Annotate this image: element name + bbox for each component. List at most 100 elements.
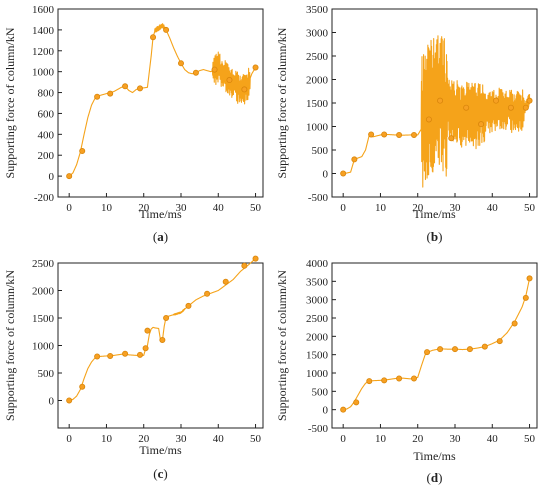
x-tick-label: 50 [524, 433, 536, 445]
y-tick-label: 1500 [306, 98, 329, 110]
x-axis-label: Time/ms [139, 207, 182, 221]
y-tick-label: 0 [323, 169, 329, 181]
x-tick-label: 0 [340, 202, 346, 214]
x-tick-label: 30 [176, 433, 188, 445]
panel-label: (c) [153, 466, 167, 481]
data-point [448, 135, 455, 142]
y-axis-label: Supporting force of column/kN [3, 270, 17, 421]
data-point [496, 338, 503, 345]
x-tick-label: 40 [213, 202, 225, 214]
y-tick-label: 1000 [306, 368, 329, 380]
x-tick-label: 20 [412, 202, 424, 214]
data-point [252, 255, 259, 262]
x-tick-label: 20 [412, 433, 424, 445]
data-point [192, 69, 199, 76]
data-point [437, 97, 444, 104]
data-point [492, 97, 499, 104]
data-point [340, 170, 347, 177]
x-tick-label: 10 [101, 433, 113, 445]
data-point [222, 278, 229, 285]
data-point [211, 66, 218, 73]
data-point [396, 375, 403, 382]
y-tick-label: 1200 [32, 46, 55, 58]
panel-label: (a) [153, 229, 168, 244]
data-point [410, 375, 417, 382]
series-line [68, 23, 257, 177]
data-point [522, 104, 529, 111]
data-point [463, 104, 470, 111]
data-point [466, 346, 473, 353]
data-point [79, 383, 86, 390]
chart-panel-b: 0 10 20 30 40 50 -500 0 500 1000 1500 2000 2500 3000 3… [275, 4, 538, 244]
y-tick-label: -200 [34, 192, 55, 204]
y-tick-label: 3000 [306, 28, 329, 40]
y-tick-label: 0 [323, 405, 329, 417]
data-point [79, 148, 86, 155]
panel-label: (d) [427, 470, 443, 485]
data-point [163, 26, 170, 33]
plot-frame [57, 262, 264, 429]
y-tick-label: 3500 [306, 276, 329, 288]
y-tick-label: 200 [38, 150, 55, 162]
data-point [526, 97, 533, 104]
data-point [142, 345, 149, 352]
data-point [381, 377, 388, 384]
data-point [163, 314, 170, 321]
y-tick-label: 800 [38, 88, 55, 100]
y-axis-label: Supporting force of column/kN [275, 27, 289, 178]
x-tick-label: 20 [138, 202, 150, 214]
data-point [351, 156, 358, 163]
x-tick-label: 50 [250, 202, 262, 214]
y-axis-label: Supporting force of column/kN [3, 27, 17, 178]
chart-panel-c: 0 10 20 30 40 5005001000150020002500Time/msSu… [3, 255, 264, 481]
x-tick-label: 10 [101, 202, 113, 214]
data-point [366, 378, 373, 385]
data-point [185, 302, 192, 309]
data-point [368, 131, 375, 138]
data-point [122, 83, 129, 90]
y-tick-label: 0 [49, 171, 55, 183]
y-axis-label: Supporting force of column/kN [275, 270, 289, 421]
y-tick-label: 400 [38, 129, 55, 141]
data-point [107, 352, 114, 359]
x-tick-label: 0 [340, 433, 346, 445]
x-tick-label: 10 [375, 433, 387, 445]
data-point [481, 343, 488, 350]
plot-frame [57, 8, 264, 198]
x-tick-label: 30 [176, 202, 188, 214]
data-point [381, 131, 388, 138]
x-tick-label: 40 [487, 433, 499, 445]
data-point [136, 351, 143, 358]
y-tick-label: 2000 [32, 286, 55, 298]
y-tick-label: 1000 [32, 341, 55, 353]
data-point [159, 336, 166, 343]
x-tick-label: 40 [487, 202, 499, 214]
data-point [122, 350, 129, 357]
data-point [410, 131, 417, 138]
series-line [342, 35, 531, 188]
data-point [204, 290, 211, 297]
x-tick-label: 0 [66, 202, 72, 214]
data-point [66, 173, 73, 180]
x-tick-label: 40 [213, 433, 225, 445]
data-point [353, 399, 360, 406]
plot-frame [331, 262, 538, 429]
x-tick-label: 50 [250, 433, 262, 445]
data-point [478, 121, 485, 128]
chart-panel-a: 0 10 20 30 40 50 -200 0 200 400 600 800 1000 1200 1400… [3, 4, 264, 244]
data-point [144, 327, 151, 334]
x-tick-label: 50 [524, 202, 536, 214]
y-tick-label: 2000 [306, 75, 329, 87]
x-axis-label: Time/ms [413, 207, 456, 221]
y-tick-label: 0 [49, 396, 55, 408]
y-tick-label: 4000 [306, 258, 329, 270]
y-tick-label: 2500 [306, 313, 329, 325]
data-point [136, 85, 143, 92]
y-tick-label: -500 [308, 192, 329, 204]
y-tick-label: 1000 [306, 122, 329, 134]
data-point [252, 64, 259, 71]
y-tick-label: 2500 [306, 51, 329, 63]
y-tick-label: 1400 [32, 25, 55, 37]
data-point [425, 116, 432, 123]
